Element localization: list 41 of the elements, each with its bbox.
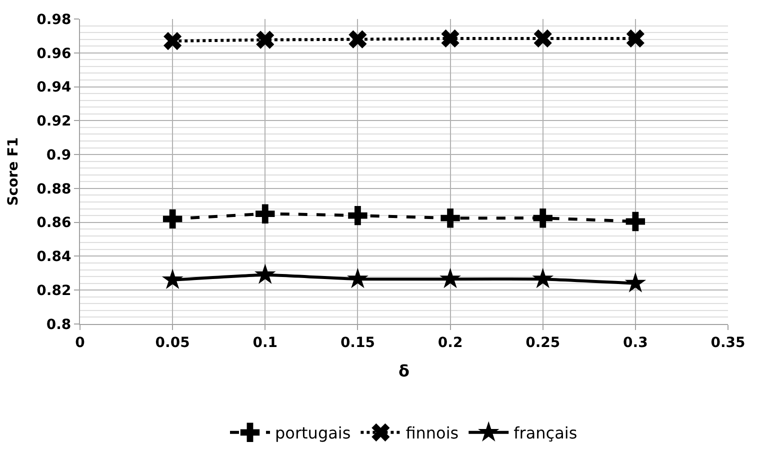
- point: [626, 212, 646, 232]
- y-axis-title: Score F1: [5, 137, 22, 206]
- x-tick-label: 0.05: [155, 334, 190, 351]
- point: [347, 268, 368, 288]
- y-tick-label: 0.9: [46, 147, 72, 164]
- x-tick-label: 0.2: [438, 334, 463, 351]
- y-tick-label: 0.8: [46, 316, 72, 333]
- legend-label: finnois: [406, 424, 459, 443]
- y-tick-label: 0.92: [36, 114, 72, 130]
- point: [348, 30, 367, 48]
- point: [164, 32, 182, 50]
- point: [348, 206, 368, 226]
- point: [441, 29, 460, 48]
- x-tick-label: 0.1: [252, 334, 278, 351]
- point: [533, 208, 552, 228]
- y-tick-label: 0.98: [36, 12, 72, 28]
- x-axis-title: δ: [398, 362, 410, 380]
- x-tick-label: 0: [75, 334, 86, 351]
- legend-label: français: [514, 424, 578, 443]
- y-tick-label: 0.94: [36, 80, 72, 96]
- y-tick-label: 0.84: [36, 249, 72, 266]
- y-tick-label: 0.96: [36, 46, 72, 62]
- legend-label: portugais: [275, 424, 351, 443]
- point: [440, 268, 461, 288]
- point: [534, 29, 552, 48]
- point: [624, 272, 646, 292]
- x-tick-label: 0.3: [623, 334, 648, 351]
- point: [256, 30, 274, 49]
- point: [532, 268, 554, 288]
- y-tick-label: 0.86: [36, 215, 72, 232]
- point: [440, 208, 460, 228]
- point: [254, 264, 276, 284]
- point: [162, 209, 182, 229]
- x-tick-label: 0.15: [340, 334, 375, 351]
- point: [626, 29, 644, 48]
- x-tick-label: 0.25: [526, 334, 560, 351]
- point: [256, 204, 275, 224]
- y-tick-label: 0.88: [36, 181, 72, 198]
- x-tick-label: 0.35: [710, 334, 746, 351]
- point: [162, 268, 184, 289]
- y-tick-label: 0.82: [36, 283, 72, 300]
